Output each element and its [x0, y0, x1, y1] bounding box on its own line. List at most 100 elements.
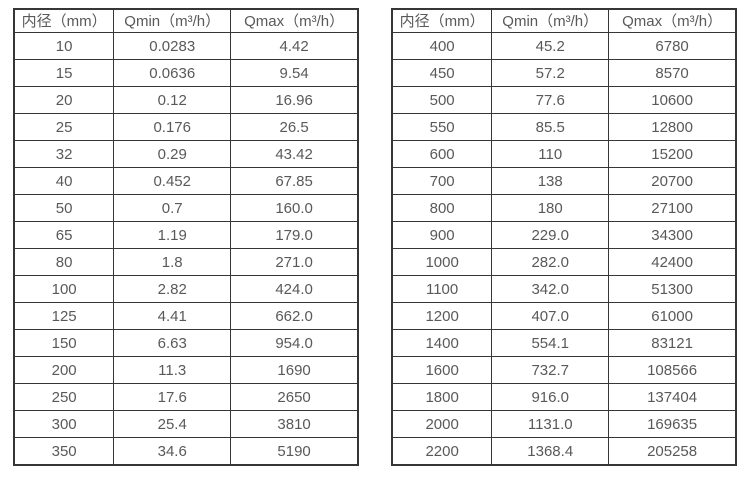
table-cell: 61000: [608, 302, 737, 330]
table-cell: 85.5: [491, 113, 610, 141]
table-cell: 179.0: [230, 221, 359, 249]
table-row: 25 0.176 26.5: [13, 113, 359, 141]
table-row: 800 180 27100: [391, 194, 737, 222]
table-cell: 900: [391, 221, 493, 249]
table-row: 1100 342.0 51300: [391, 275, 737, 303]
table-cell: 40: [13, 167, 115, 195]
table-row: 80 1.8 271.0: [13, 248, 359, 276]
table-row: 1600 732.7 108566: [391, 356, 737, 384]
table-cell: 500: [391, 86, 493, 114]
table-cell: 138: [491, 167, 610, 195]
table-cell: 180: [491, 194, 610, 222]
table-cell: 45.2: [491, 32, 610, 60]
table-row: 550 85.5 12800: [391, 113, 737, 141]
table-row: 20 0.12 16.96: [13, 86, 359, 114]
table-row: 125 4.41 662.0: [13, 302, 359, 330]
table-row: 32 0.29 43.42: [13, 140, 359, 168]
table-cell: 43.42: [230, 140, 359, 168]
table-cell: 34.6: [113, 437, 232, 466]
table-row: 450 57.2 8570: [391, 59, 737, 87]
table-cell: 57.2: [491, 59, 610, 87]
table-cell: 160.0: [230, 194, 359, 222]
table-cell: 11.3: [113, 356, 232, 384]
table-cell: 0.12: [113, 86, 232, 114]
table-cell: 10600: [608, 86, 737, 114]
column-header: 内径（mm）: [391, 8, 493, 33]
table-cell: 700: [391, 167, 493, 195]
table-cell: 2200: [391, 437, 493, 466]
table-cell: 17.6: [113, 383, 232, 411]
table-row: 10 0.0283 4.42: [13, 32, 359, 60]
table-row: 15 0.0636 9.54: [13, 59, 359, 87]
flow-table-small-diameters: 内径（mm） Qmin（m³/h） Qmax（m³/h） 10 0.0283 4.42 15…: [13, 8, 359, 466]
table-cell: 229.0: [491, 221, 610, 249]
table-cell: 1.8: [113, 248, 232, 276]
column-header: Qmax（m³/h）: [608, 8, 737, 33]
table-cell: 80: [13, 248, 115, 276]
table-cell: 8570: [608, 59, 737, 87]
table-row: 1200 407.0 61000: [391, 302, 737, 330]
table-cell: 108566: [608, 356, 737, 384]
table-cell: 0.0636: [113, 59, 232, 87]
table-cell: 42400: [608, 248, 737, 276]
table-row: 250 17.6 2650: [13, 383, 359, 411]
column-header: 内径（mm）: [13, 8, 115, 33]
table-cell: 400: [391, 32, 493, 60]
table-cell: 2.82: [113, 275, 232, 303]
table-row: 350 34.6 5190: [13, 437, 359, 466]
table-cell: 550: [391, 113, 493, 141]
table-cell: 67.85: [230, 167, 359, 195]
table-cell: 1.19: [113, 221, 232, 249]
table-cell: 9.54: [230, 59, 359, 87]
table-cell: 3810: [230, 410, 359, 438]
table-cell: 34300: [608, 221, 737, 249]
table-cell: 0.7: [113, 194, 232, 222]
table-cell: 0.176: [113, 113, 232, 141]
table-row: 1800 916.0 137404: [391, 383, 737, 411]
table-cell: 800: [391, 194, 493, 222]
table-row: 900 229.0 34300: [391, 221, 737, 249]
table-cell: 200: [13, 356, 115, 384]
table-cell: 4.41: [113, 302, 232, 330]
table-cell: 424.0: [230, 275, 359, 303]
table-cell: 77.6: [491, 86, 610, 114]
table-row: 40 0.452 67.85: [13, 167, 359, 195]
table-cell: 1400: [391, 329, 493, 357]
table-cell: 6780: [608, 32, 737, 60]
table-cell: 150: [13, 329, 115, 357]
table-cell: 407.0: [491, 302, 610, 330]
table-cell: 916.0: [491, 383, 610, 411]
table-cell: 27100: [608, 194, 737, 222]
table-row: 200 11.3 1690: [13, 356, 359, 384]
table-cell: 50: [13, 194, 115, 222]
column-header: Qmin（m³/h）: [113, 8, 232, 33]
table-cell: 342.0: [491, 275, 610, 303]
table-cell: 662.0: [230, 302, 359, 330]
table-cell: 205258: [608, 437, 737, 466]
table-cell: 25.4: [113, 410, 232, 438]
table-cell: 16.96: [230, 86, 359, 114]
table-row: 1400 554.1 83121: [391, 329, 737, 357]
table-cell: 20700: [608, 167, 737, 195]
table-cell: 20: [13, 86, 115, 114]
table-row: 2200 1368.4 205258: [391, 437, 737, 466]
table-cell: 1200: [391, 302, 493, 330]
table-cell: 1600: [391, 356, 493, 384]
table-cell: 450: [391, 59, 493, 87]
header-row: 内径（mm） Qmin（m³/h） Qmax（m³/h）: [391, 8, 737, 33]
table-cell: 32: [13, 140, 115, 168]
column-header: Qmin（m³/h）: [491, 8, 610, 33]
table-cell: 0.452: [113, 167, 232, 195]
table-cell: 125: [13, 302, 115, 330]
header-row: 内径（mm） Qmin（m³/h） Qmax（m³/h）: [13, 8, 359, 33]
table-cell: 250: [13, 383, 115, 411]
table-cell: 1690: [230, 356, 359, 384]
column-header: Qmax（m³/h）: [230, 8, 359, 33]
table-cell: 12800: [608, 113, 737, 141]
table-cell: 0.29: [113, 140, 232, 168]
table-row: 1000 282.0 42400: [391, 248, 737, 276]
table-row: 150 6.63 954.0: [13, 329, 359, 357]
table-cell: 732.7: [491, 356, 610, 384]
flow-table-large-diameters: 内径（mm） Qmin（m³/h） Qmax（m³/h） 400 45.2 6780 450…: [391, 8, 737, 466]
table-cell: 6.63: [113, 329, 232, 357]
